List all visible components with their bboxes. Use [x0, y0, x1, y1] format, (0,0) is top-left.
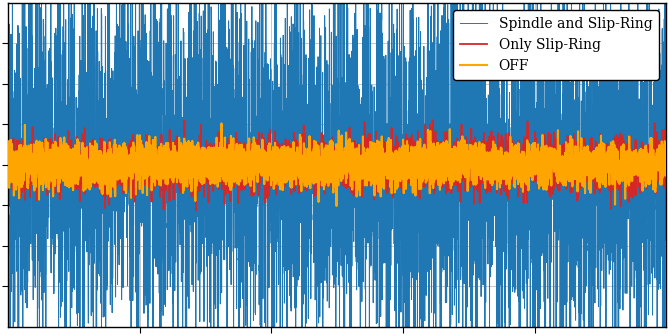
OFF	[4, 160, 12, 164]
Spindle and Slip-Ring	[545, 24, 553, 28]
Spindle and Slip-Ring	[432, 68, 440, 72]
Only Slip-Ring	[192, 208, 200, 212]
Legend: Spindle and Slip-Ring, Only Slip-Ring, OFF: Spindle and Slip-Ring, Only Slip-Ring, O…	[453, 10, 659, 79]
Only Slip-Ring	[432, 169, 440, 173]
Only Slip-Ring	[495, 142, 503, 146]
Only Slip-Ring	[256, 181, 264, 185]
OFF	[332, 204, 341, 208]
OFF	[124, 165, 132, 169]
Spindle and Slip-Ring	[662, 238, 669, 242]
Only Slip-Ring	[399, 178, 407, 182]
Spindle and Slip-Ring	[399, 333, 407, 335]
OFF	[256, 164, 264, 168]
Only Slip-Ring	[662, 165, 669, 170]
Line: Only Slip-Ring: Only Slip-Ring	[8, 120, 666, 210]
Line: Spindle and Slip-Ring: Spindle and Slip-Ring	[8, 0, 666, 335]
Line: OFF: OFF	[8, 123, 666, 206]
OFF	[217, 121, 225, 125]
OFF	[432, 163, 440, 167]
Spindle and Slip-Ring	[4, 119, 12, 123]
OFF	[399, 138, 407, 142]
OFF	[495, 161, 503, 165]
Only Slip-Ring	[545, 164, 553, 168]
Only Slip-Ring	[124, 171, 132, 175]
Only Slip-Ring	[4, 170, 12, 174]
OFF	[545, 161, 553, 165]
OFF	[662, 162, 669, 166]
Only Slip-Ring	[429, 118, 437, 122]
